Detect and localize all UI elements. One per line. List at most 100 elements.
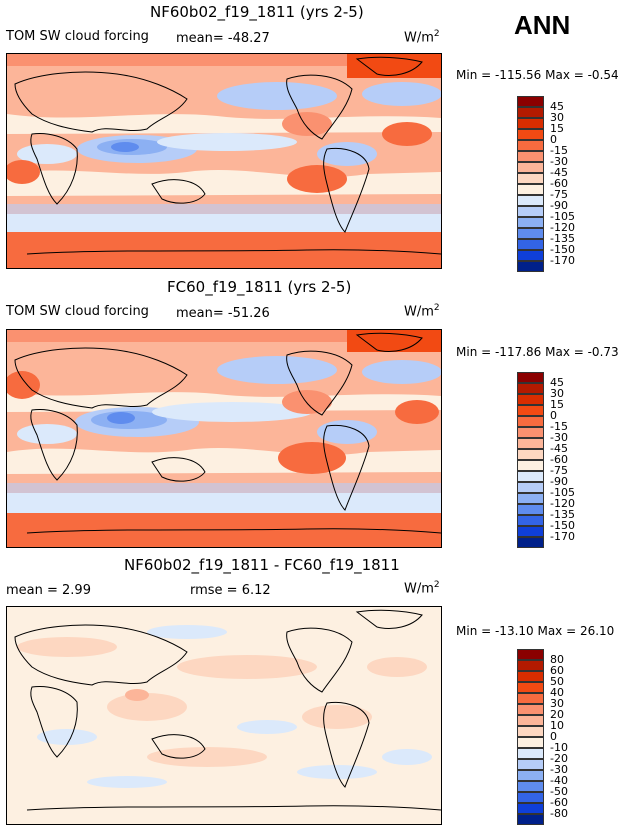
panel3-title: NF60b02_f19_1811 - FC60_f19_1811 xyxy=(124,556,400,574)
colorbar-swatch xyxy=(517,206,544,217)
colorbar-label: 10 xyxy=(550,719,564,732)
colorbar-swatch xyxy=(517,803,544,814)
panel1-minmax: Min = -115.56 Max = -0.54 xyxy=(456,68,619,82)
panel1-field-label: TOM SW cloud forcing xyxy=(6,29,149,44)
colorbar-swatch xyxy=(517,416,544,427)
colorbar-label: -135 xyxy=(550,508,575,521)
colorbar-swatch xyxy=(517,649,544,660)
colorbar-label: 40 xyxy=(550,686,564,699)
colorbar-label: 0 xyxy=(550,730,557,743)
colorbar-swatch xyxy=(517,770,544,781)
colorbar-label: -20 xyxy=(550,752,568,765)
colorbar-label: -150 xyxy=(550,519,575,532)
colorbar-swatch xyxy=(517,405,544,416)
panel2-map-svg xyxy=(7,330,441,547)
colorbar-swatch xyxy=(517,715,544,726)
colorbar-swatch xyxy=(517,228,544,239)
panel3-rmse: rmse = 6.12 xyxy=(190,583,271,598)
colorbar-label: -60 xyxy=(550,453,568,466)
panel3-map xyxy=(6,606,442,825)
panel3-colorbar xyxy=(517,649,544,825)
colorbar-swatch xyxy=(517,151,544,162)
colorbar-swatch xyxy=(517,660,544,671)
colorbar-swatch xyxy=(517,704,544,715)
panel3-mean: mean = 2.99 xyxy=(6,583,91,598)
panel1-colorbar xyxy=(517,96,544,272)
colorbar-swatch xyxy=(517,471,544,482)
colorbar-swatch xyxy=(517,504,544,515)
colorbar-label: -45 xyxy=(550,166,568,179)
colorbar-swatch xyxy=(517,671,544,682)
colorbar-swatch xyxy=(517,515,544,526)
season-label: ANN xyxy=(514,10,571,40)
colorbar-swatch xyxy=(517,460,544,471)
colorbar-label: -120 xyxy=(550,221,575,234)
colorbar-swatch xyxy=(517,493,544,504)
colorbar-label: -10 xyxy=(550,741,568,754)
colorbar-label: 0 xyxy=(550,133,557,146)
colorbar-label: -40 xyxy=(550,774,568,787)
colorbar-label: -50 xyxy=(550,785,568,798)
panel1-units: W/m2 xyxy=(404,29,440,46)
colorbar-swatch xyxy=(517,140,544,151)
panel3-colorbar-labels: 80 60 50 40 30 20 10 0 -10 -20 -30 -40 -… xyxy=(550,654,568,819)
panel3-units: W/m2 xyxy=(404,580,440,597)
colorbar-swatch xyxy=(517,537,544,548)
panel3-minmax: Min = -13.10 Max = 26.10 xyxy=(456,624,615,638)
colorbar-swatch xyxy=(517,792,544,803)
colorbar-label: -170 xyxy=(550,530,575,543)
colorbar-label: 30 xyxy=(550,387,564,400)
colorbar-label: -45 xyxy=(550,442,568,455)
colorbar-label: 15 xyxy=(550,398,564,411)
colorbar-swatch xyxy=(517,173,544,184)
colorbar-swatch xyxy=(517,526,544,537)
panel3-map-svg xyxy=(7,607,441,824)
colorbar-label: -30 xyxy=(550,763,568,776)
panel2-colorbar-labels: 45 30 15 0 -15 -30 -45 -60 -75 -90 -105 … xyxy=(550,377,575,542)
colorbar-label: -60 xyxy=(550,796,568,809)
colorbar-label: 45 xyxy=(550,376,564,389)
colorbar-label: 60 xyxy=(550,664,564,677)
colorbar-swatch xyxy=(517,781,544,792)
panel1-title: NF60b02_f19_1811 (yrs 2-5) xyxy=(150,3,364,21)
panel2-units: W/m2 xyxy=(404,303,440,320)
colorbar-label: -170 xyxy=(550,254,575,267)
colorbar-swatch xyxy=(517,96,544,107)
colorbar-swatch xyxy=(517,372,544,383)
colorbar-label: 20 xyxy=(550,708,564,721)
colorbar-swatch xyxy=(517,184,544,195)
panel2-title: FC60_f19_1811 (yrs 2-5) xyxy=(167,278,352,296)
colorbar-swatch xyxy=(517,217,544,228)
colorbar-swatch xyxy=(517,129,544,140)
colorbar-swatch xyxy=(517,737,544,748)
colorbar-swatch xyxy=(517,693,544,704)
colorbar-label: -120 xyxy=(550,497,575,510)
colorbar-swatch xyxy=(517,162,544,173)
colorbar-swatch xyxy=(517,239,544,250)
panel2-map xyxy=(6,329,442,548)
colorbar-label: -90 xyxy=(550,475,568,488)
colorbar-label: 45 xyxy=(550,100,564,113)
panel1-map-svg xyxy=(7,54,441,268)
colorbar-swatch xyxy=(517,726,544,737)
colorbar-label: -105 xyxy=(550,486,575,499)
colorbar-label: -75 xyxy=(550,188,568,201)
panel2-minmax: Min = -117.86 Max = -0.73 xyxy=(456,345,619,359)
colorbar-label: 50 xyxy=(550,675,564,688)
colorbar-label: -15 xyxy=(550,144,568,157)
colorbar-swatch xyxy=(517,814,544,825)
colorbar-swatch xyxy=(517,107,544,118)
colorbar-label: 0 xyxy=(550,409,557,422)
colorbar-label: -80 xyxy=(550,807,568,820)
colorbar-label: 15 xyxy=(550,122,564,135)
colorbar-label: -75 xyxy=(550,464,568,477)
colorbar-swatch xyxy=(517,759,544,770)
colorbar-label: -150 xyxy=(550,243,575,256)
colorbar-swatch xyxy=(517,682,544,693)
colorbar-label: 80 xyxy=(550,653,564,666)
colorbar-label: -60 xyxy=(550,177,568,190)
colorbar-label: -30 xyxy=(550,155,568,168)
colorbar-label: -90 xyxy=(550,199,568,212)
colorbar-swatch xyxy=(517,261,544,272)
panel2-field-label: TOM SW cloud forcing xyxy=(6,304,149,319)
